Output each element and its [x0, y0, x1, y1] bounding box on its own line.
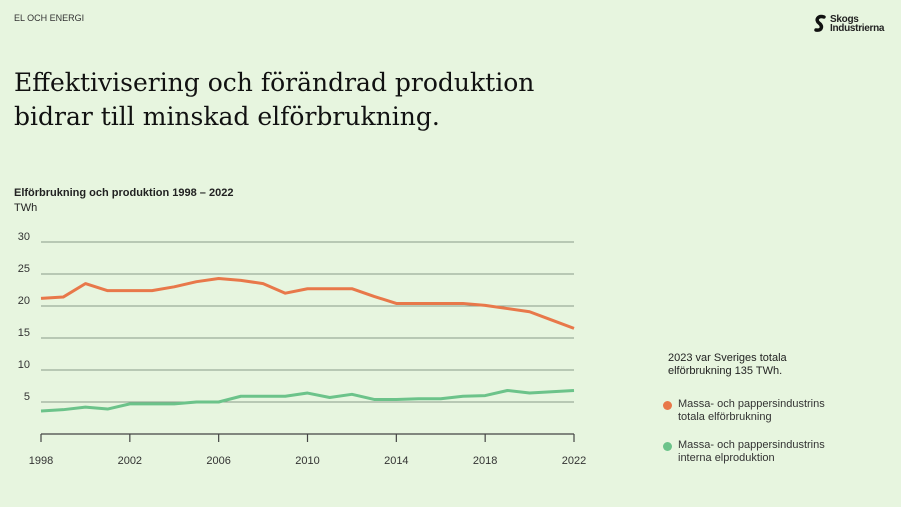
title-line-1: Effektivisering och förändrad produktion — [14, 68, 535, 97]
note-line-1: 2023 var Sveriges totala — [668, 352, 787, 364]
x-tick-label: 2002 — [118, 455, 142, 467]
note-line-2: elförbrukning 135 TWh. — [668, 365, 783, 377]
x-tick-label: 1998 — [29, 455, 53, 467]
x-tick-label: 2010 — [295, 455, 319, 467]
x-tick-label: 2022 — [562, 455, 586, 467]
y-tick-label: 10 — [18, 359, 30, 371]
legend-dot-green — [663, 442, 672, 451]
legend-label: totala elförbrukning — [678, 411, 772, 423]
y-tick-label: 20 — [18, 295, 30, 307]
legend-label: interna elproduktion — [678, 452, 775, 464]
y-tick-label: 5 — [24, 391, 30, 403]
legend-item-production: Massa- och pappersindustrins interna elpr… — [663, 439, 825, 465]
title-line-2: bidrar till minskad elförbrukning. — [14, 102, 440, 131]
slide-title: Effektivisering och förändrad produktion… — [14, 66, 534, 134]
logo: Skogs Industrierna — [812, 14, 900, 34]
note: 2023 var Sveriges totala elförbrukning 1… — [668, 352, 787, 378]
series-line-1 — [40, 388, 575, 413]
section-label: EL OCH ENERGI — [14, 13, 85, 23]
legend-dot-orange — [663, 401, 672, 410]
logo-text: Skogs Industrierna — [830, 14, 885, 34]
x-tick-label: 2006 — [206, 455, 230, 467]
legend-item-consumption: Massa- och pappersindustrins totala elför… — [663, 398, 825, 424]
line-chart: 5 10 15 20 25 30 1998 2002 2006 2010 2014 2018 2022 — [18, 231, 586, 467]
x-tick-label: 2018 — [473, 455, 497, 467]
logo-icon — [814, 14, 826, 32]
series-line-0 — [40, 276, 575, 330]
y-tick-label: 15 — [18, 327, 30, 339]
legend-label: Massa- och pappersindustrins — [678, 398, 825, 410]
legend-label: Massa- och pappersindustrins — [678, 439, 825, 451]
x-tick-label: 2014 — [384, 455, 408, 467]
y-tick-label: 25 — [18, 263, 30, 275]
chart-title: Elförbrukning och produktion 1998 – 2022 — [14, 187, 234, 199]
y-tick-label: 30 — [18, 231, 30, 243]
y-axis-unit: TWh — [14, 202, 38, 214]
